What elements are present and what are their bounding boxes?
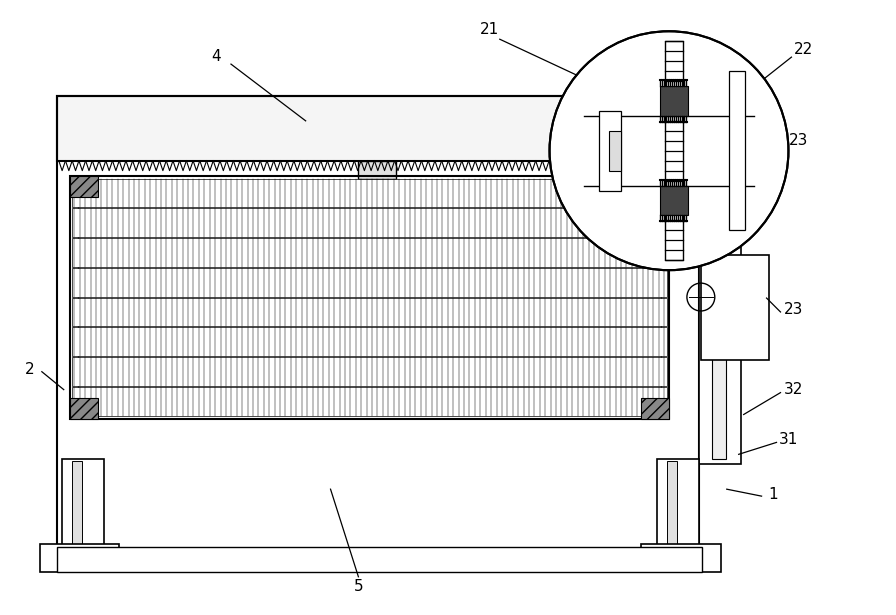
Bar: [72, 461, 82, 547]
Bar: [56, 96, 699, 161]
Bar: [358, 161, 396, 178]
Circle shape: [549, 31, 788, 270]
Bar: [70, 176, 669, 419]
Text: 32: 32: [784, 382, 803, 397]
Bar: [72, 238, 667, 267]
Bar: [72, 268, 667, 296]
Bar: [70, 176, 98, 197]
Bar: [72, 178, 667, 207]
Bar: [70, 397, 98, 419]
Text: 2: 2: [25, 362, 35, 377]
Bar: [667, 461, 677, 547]
Bar: [72, 327, 667, 356]
Bar: [642, 544, 720, 572]
Bar: [72, 208, 667, 237]
Bar: [39, 544, 119, 572]
Text: 21: 21: [480, 22, 499, 37]
Bar: [642, 176, 669, 197]
Bar: [56, 547, 702, 572]
Bar: [660, 186, 688, 215]
Text: 23: 23: [784, 303, 803, 317]
Bar: [72, 357, 667, 386]
Text: 22: 22: [794, 42, 813, 57]
Text: 23: 23: [788, 133, 808, 148]
Text: 31: 31: [779, 432, 798, 447]
Bar: [609, 131, 621, 170]
Bar: [701, 255, 769, 360]
Bar: [728, 71, 745, 231]
Bar: [72, 298, 667, 327]
Text: 1: 1: [769, 486, 779, 502]
Bar: [72, 387, 667, 416]
Bar: [665, 41, 683, 260]
Bar: [78, 183, 661, 411]
Text: 4: 4: [211, 49, 221, 63]
Bar: [699, 161, 741, 464]
Bar: [657, 459, 699, 549]
Bar: [642, 397, 669, 419]
Bar: [599, 111, 621, 191]
Bar: [56, 96, 699, 554]
Bar: [62, 459, 104, 549]
Bar: [711, 165, 726, 459]
Bar: [660, 86, 688, 116]
Text: 5: 5: [354, 579, 363, 594]
